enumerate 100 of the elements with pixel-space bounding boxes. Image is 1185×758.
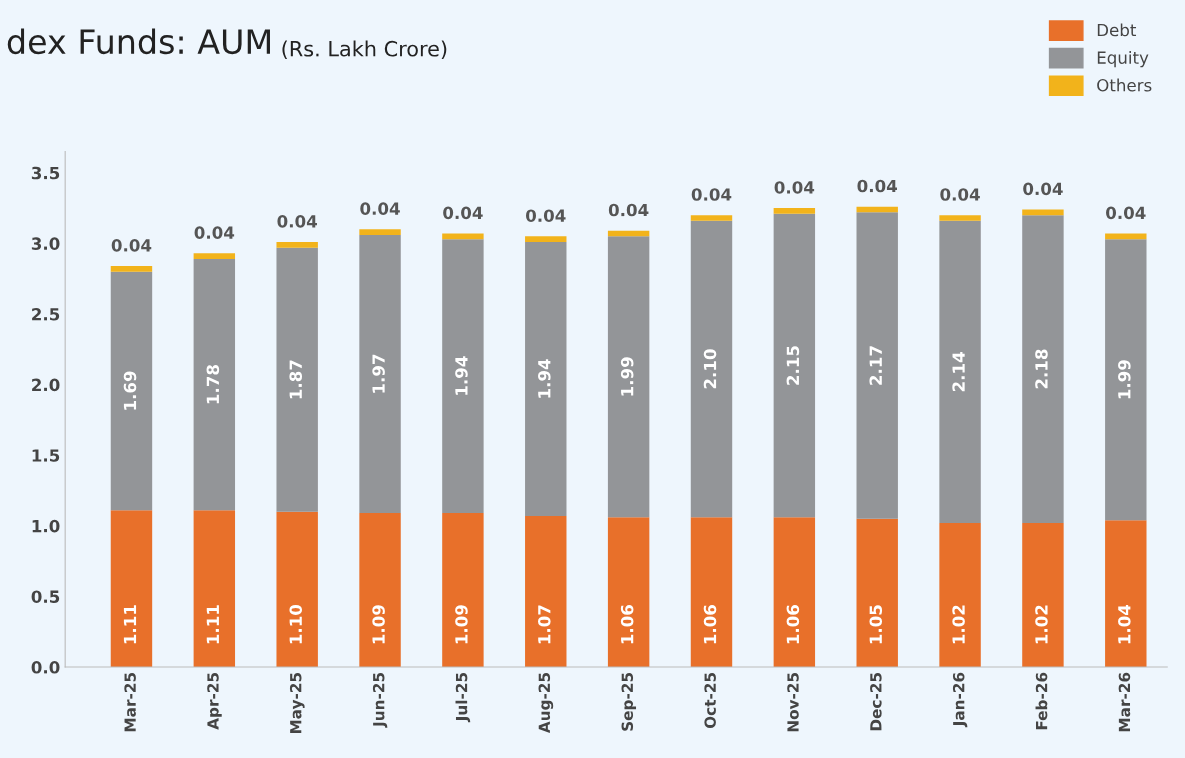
bar [690, 517, 733, 668]
data-label: 0.04 [277, 215, 317, 228]
bar [276, 241, 318, 248]
bar [939, 215, 981, 221]
data-label: 1.02 [1035, 605, 1048, 644]
chart-subtitle: (Rs. Lakh Crore) [282, 40, 447, 60]
data-label: 0.04 [360, 202, 400, 215]
bar [1105, 233, 1147, 240]
data-label: 2.15 [786, 346, 800, 385]
legend-label: Debt [1097, 23, 1137, 37]
data-label: 1.69 [123, 371, 137, 410]
data-label: 2.17 [869, 346, 882, 385]
y-tick-label: 3.5 [31, 166, 60, 180]
data-label: 2.14 [952, 352, 965, 392]
bar [276, 511, 318, 668]
bar [193, 510, 236, 668]
bar [359, 513, 401, 668]
data-label: 0.04 [111, 239, 152, 252]
data-label: 0.04 [194, 226, 235, 239]
bar [442, 239, 484, 514]
x-tick-label: Apr-25 [207, 672, 222, 730]
data-label: 1.97 [372, 354, 385, 393]
data-label: 2.18 [1035, 349, 1048, 389]
bar [110, 265, 153, 272]
data-label: 1.05 [869, 605, 883, 644]
legend-label: Others [1097, 78, 1152, 92]
bar [690, 220, 733, 518]
data-label: 0.04 [1023, 182, 1063, 196]
bar [359, 234, 401, 514]
y-tick-label: 1.0 [32, 519, 60, 533]
x-tick-label: Jul-25 [455, 672, 471, 723]
x-tick-label: Mar-25 [124, 672, 136, 732]
data-label: 0.04 [774, 181, 815, 194]
x-tick-label: Oct-25 [704, 672, 716, 729]
bar [856, 206, 898, 213]
x-tick-label: Jun-25 [372, 672, 388, 728]
y-tick-label: 1.5 [32, 449, 60, 462]
x-tick-label: Feb-26 [1035, 672, 1048, 730]
bar [856, 212, 898, 519]
x-tick-label: Dec-25 [870, 672, 882, 731]
bar [110, 510, 153, 668]
bar [525, 515, 567, 668]
bar [856, 518, 898, 668]
legend-label: Equity [1097, 51, 1149, 68]
bar [773, 213, 816, 518]
bar [193, 253, 236, 259]
data-label: 1.04 [1118, 604, 1131, 644]
data-label: 1.94 [455, 356, 468, 395]
data-label: 0.04 [857, 179, 898, 193]
y-tick-label: 0.5 [31, 590, 60, 603]
y-tick-label: 2.5 [32, 307, 60, 321]
x-tick-label: Jan-26 [952, 672, 968, 728]
data-label: 0.04 [608, 203, 649, 217]
data-label: 0.04 [526, 209, 566, 222]
bar [193, 258, 236, 511]
data-label: 2.10 [703, 349, 717, 389]
bar [773, 517, 816, 668]
data-label: 1.02 [952, 605, 965, 644]
y-tick-label: 2.0 [32, 378, 60, 392]
bar [110, 271, 153, 511]
x-tick-label: May-25 [289, 672, 305, 734]
y-tick-label: 3.0 [31, 237, 60, 250]
chart-title: dex Funds: AUM [7, 28, 270, 55]
data-label: 1.07 [538, 605, 551, 644]
data-label: 1.11 [123, 605, 137, 644]
bar [1105, 239, 1147, 521]
data-label: 1.06 [786, 605, 800, 644]
x-tick-label: Nov-25 [787, 672, 799, 732]
bar [442, 233, 484, 240]
bar [525, 236, 567, 242]
data-label: 1.87 [289, 360, 303, 399]
bar [1022, 215, 1064, 523]
bar [359, 229, 401, 235]
data-label: 1.09 [455, 605, 468, 644]
bar [939, 220, 981, 523]
bar [607, 517, 650, 668]
data-label: 1.10 [289, 604, 303, 644]
y-tick-label: 0.0 [31, 661, 60, 674]
data-label: 1.06 [620, 605, 634, 644]
bar [773, 208, 816, 214]
data-label: 0.04 [691, 188, 732, 201]
data-label: 1.11 [206, 605, 219, 644]
x-tick-label: Aug-25 [538, 672, 554, 734]
data-label: 0.04 [940, 188, 980, 201]
bar [276, 247, 318, 512]
bar [939, 523, 981, 668]
data-label: 1.99 [1118, 360, 1131, 399]
data-label: 1.94 [538, 359, 551, 398]
bar [1022, 523, 1064, 668]
bar [1022, 209, 1064, 216]
x-tick-label: Sep-25 [621, 672, 637, 731]
bar [1105, 520, 1147, 668]
bar [690, 215, 733, 221]
bar [607, 236, 650, 518]
bar [525, 241, 567, 516]
data-label: 1.09 [372, 605, 385, 644]
data-label: 0.04 [1106, 206, 1146, 220]
x-tick-label: Mar-26 [1118, 672, 1131, 732]
data-label: 1.06 [703, 605, 717, 644]
data-label: 0.04 [443, 206, 483, 220]
